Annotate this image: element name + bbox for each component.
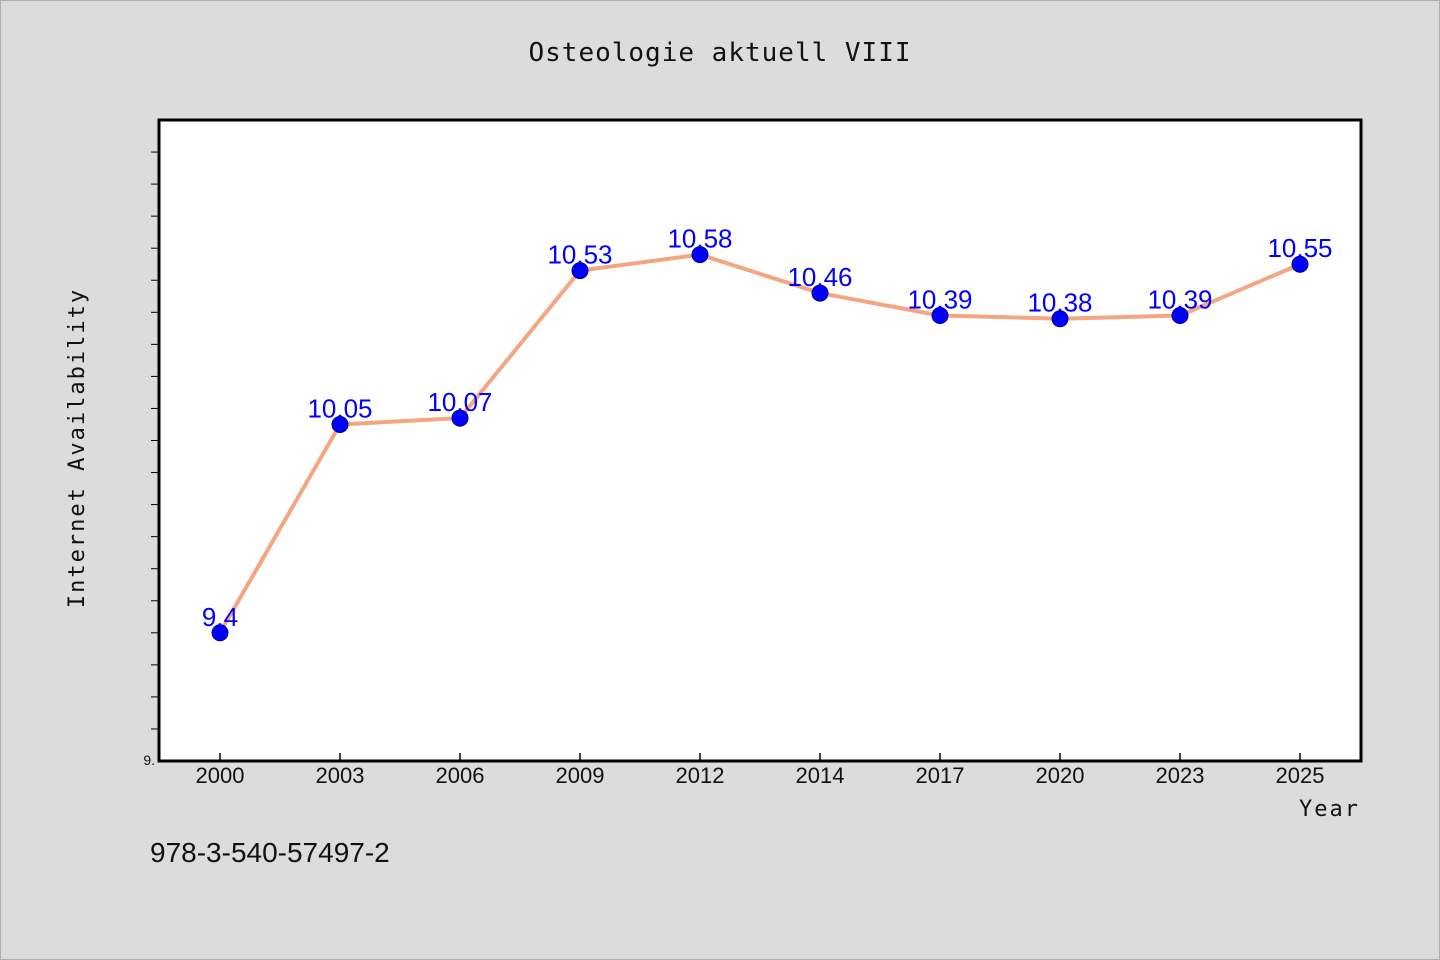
data-label: 10.46 [787,262,852,292]
y-axis-label: Internet Availability [65,288,90,608]
x-tick-label: 2025 [1276,763,1325,788]
data-label: 10.39 [907,285,972,315]
data-label: 10.07 [427,387,492,417]
data-point [1171,307,1189,325]
footer-code: 978-3-540-57497-2 [150,837,390,868]
data-point [931,307,949,325]
y-tick-label: 9. [143,752,155,768]
data-point [571,262,589,280]
data-label: 10.53 [547,240,612,270]
data-point [1291,255,1309,273]
series-line [218,252,1301,634]
x-tick-label: 2000 [196,763,245,788]
data-label: 10.39 [1147,285,1212,315]
data-point [811,284,829,302]
x-tick-label: 2009 [556,763,605,788]
data-label: 10.05 [307,393,372,423]
data-label: 9.4 [202,602,238,632]
x-axis-tick-labels: 2000 2003 2006 2009 2012 2014 2017 2020 2023 2025 [196,763,1325,788]
x-tick-label: 2017 [916,763,965,788]
data-label: 10.58 [667,224,732,254]
data-point [1051,310,1069,328]
x-tick-label: 2023 [1156,763,1205,788]
x-tick-label: 2014 [796,763,845,788]
x-tick-label: 2020 [1036,763,1085,788]
x-tick-label: 2003 [316,763,365,788]
x-tick-label: 2006 [436,763,485,788]
chart-title: Osteologie aktuell VIII [528,38,911,68]
y-axis-ticks [151,151,159,730]
data-point [331,415,349,433]
series-group: 9.4 10.05 10.07 10.53 10.58 10.46 10.39 10.38 10… [202,224,1333,642]
data-point [691,246,709,264]
data-label: 10.38 [1027,288,1092,318]
x-axis-label: Year [1299,797,1360,822]
data-point [451,409,469,427]
data-label: 10.55 [1267,233,1332,263]
data-point [211,624,229,642]
plot-area [157,118,1363,763]
x-tick-label: 2012 [676,763,725,788]
x-axis-ticks [219,753,1301,761]
